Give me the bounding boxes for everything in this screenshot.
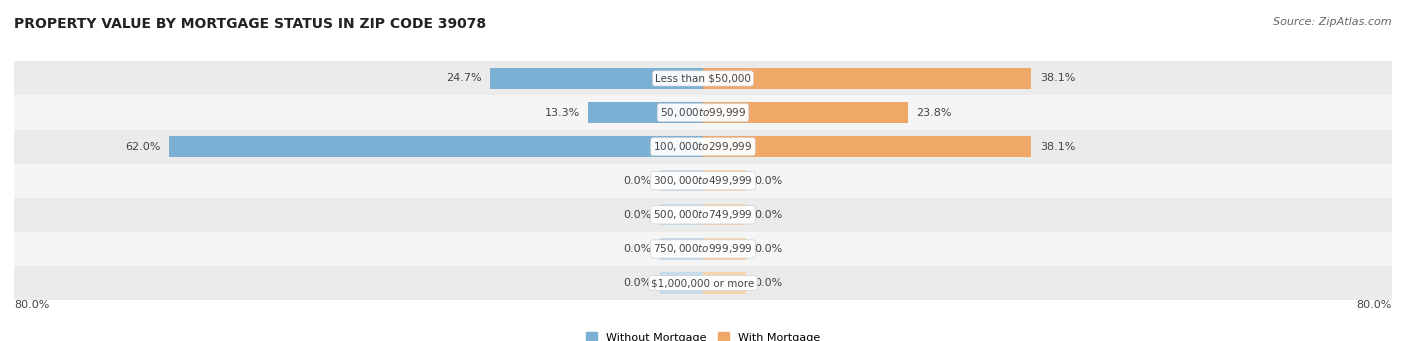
Text: 13.3%: 13.3%	[544, 107, 579, 118]
Bar	[703, 272, 747, 294]
Text: $500,000 to $749,999: $500,000 to $749,999	[654, 208, 752, 221]
Bar	[703, 68, 1031, 89]
Text: 0.0%: 0.0%	[755, 278, 783, 288]
Bar	[703, 204, 747, 225]
Text: $1,000,000 or more: $1,000,000 or more	[651, 278, 755, 288]
Text: $100,000 to $299,999: $100,000 to $299,999	[654, 140, 752, 153]
Legend: Without Mortgage, With Mortgage: Without Mortgage, With Mortgage	[582, 328, 824, 341]
Bar	[169, 136, 703, 157]
Text: PROPERTY VALUE BY MORTGAGE STATUS IN ZIP CODE 39078: PROPERTY VALUE BY MORTGAGE STATUS IN ZIP…	[14, 17, 486, 31]
Bar	[703, 136, 1031, 157]
Bar	[14, 266, 1392, 300]
Bar	[14, 232, 1392, 266]
Text: 62.0%: 62.0%	[125, 142, 160, 152]
Text: 24.7%: 24.7%	[446, 73, 482, 84]
Text: 0.0%: 0.0%	[755, 244, 783, 254]
Text: 80.0%: 80.0%	[14, 300, 49, 310]
Bar	[14, 130, 1392, 164]
Text: 38.1%: 38.1%	[1039, 142, 1076, 152]
Bar	[703, 102, 908, 123]
Text: 38.1%: 38.1%	[1039, 73, 1076, 84]
Text: $750,000 to $999,999: $750,000 to $999,999	[654, 242, 752, 255]
Text: $300,000 to $499,999: $300,000 to $499,999	[654, 174, 752, 187]
Text: 0.0%: 0.0%	[623, 278, 651, 288]
Bar	[659, 170, 703, 191]
Text: 23.8%: 23.8%	[917, 107, 952, 118]
Text: 0.0%: 0.0%	[755, 210, 783, 220]
Bar	[14, 164, 1392, 198]
Text: 0.0%: 0.0%	[623, 176, 651, 186]
Bar	[491, 68, 703, 89]
Bar	[703, 170, 747, 191]
Bar	[659, 204, 703, 225]
Text: 0.0%: 0.0%	[623, 244, 651, 254]
Text: Source: ZipAtlas.com: Source: ZipAtlas.com	[1274, 17, 1392, 27]
Bar	[14, 198, 1392, 232]
Text: 0.0%: 0.0%	[623, 210, 651, 220]
Bar	[659, 238, 703, 260]
Bar	[703, 238, 747, 260]
Bar	[14, 95, 1392, 130]
Text: 80.0%: 80.0%	[1357, 300, 1392, 310]
Text: $50,000 to $99,999: $50,000 to $99,999	[659, 106, 747, 119]
Bar	[659, 272, 703, 294]
Bar	[14, 61, 1392, 95]
Text: Less than $50,000: Less than $50,000	[655, 73, 751, 84]
Bar	[589, 102, 703, 123]
Text: 0.0%: 0.0%	[755, 176, 783, 186]
